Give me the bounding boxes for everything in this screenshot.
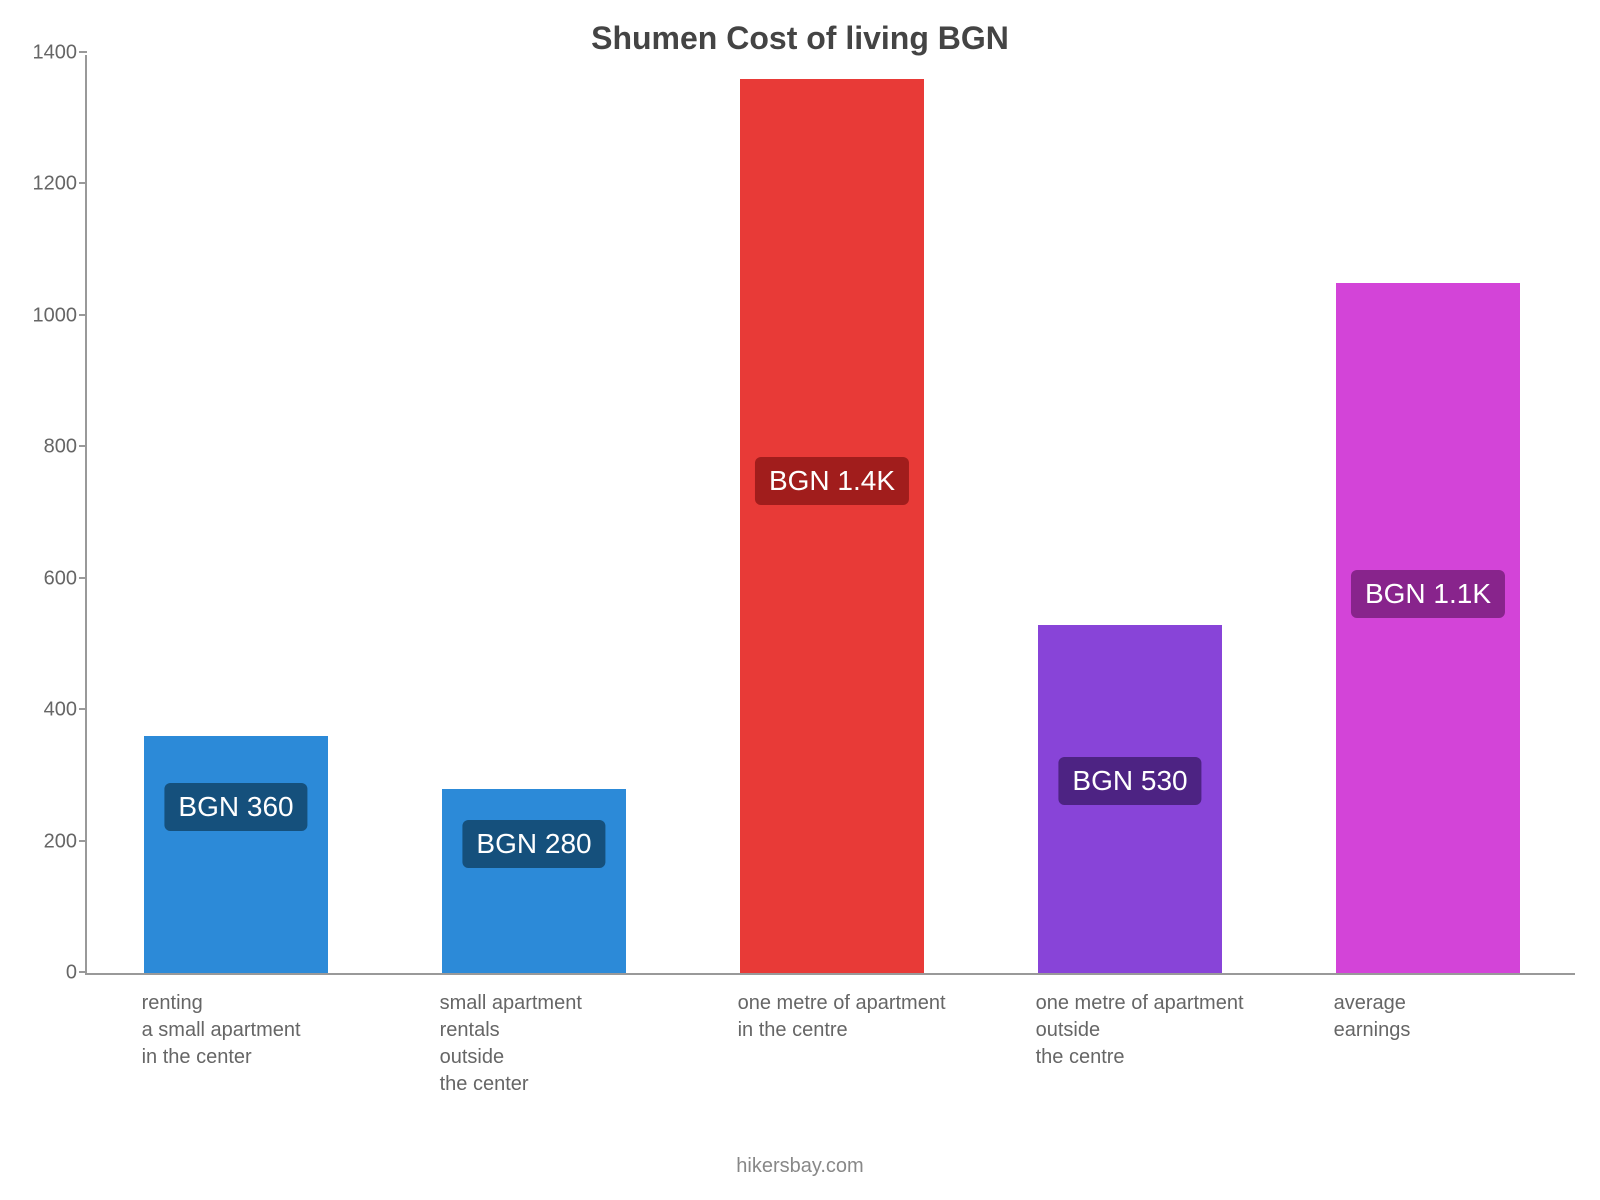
plot-area: 0200400600800100012001400BGN 360BGN 280B… xyxy=(85,55,1575,975)
x-axis-label: one metre of apartment in the centre xyxy=(738,990,1036,1044)
bar xyxy=(144,736,329,973)
bar-value-badge: BGN 530 xyxy=(1058,757,1201,805)
y-tick-label: 1000 xyxy=(27,304,77,327)
chart-footer: hikersbay.com xyxy=(0,1155,1600,1178)
bar-value-badge: BGN 280 xyxy=(462,820,605,868)
y-tick-label: 200 xyxy=(27,830,77,853)
y-tick-mark xyxy=(79,577,87,579)
bar xyxy=(740,79,925,973)
x-axis-label: one metre of apartment outside the centr… xyxy=(1036,990,1334,1071)
y-tick-mark xyxy=(79,445,87,447)
y-tick-mark xyxy=(79,840,87,842)
bar xyxy=(1336,283,1521,973)
bar-value-badge: BGN 1.4K xyxy=(755,457,909,505)
y-tick-label: 400 xyxy=(27,699,77,722)
bar-value-badge: BGN 1.1K xyxy=(1351,570,1505,618)
y-tick-label: 1400 xyxy=(27,42,77,65)
x-axis-label: average earnings xyxy=(1334,990,1600,1044)
bar xyxy=(442,789,627,973)
y-tick-mark xyxy=(79,708,87,710)
y-tick-mark xyxy=(79,51,87,53)
y-tick-label: 800 xyxy=(27,436,77,459)
x-axis-label: renting a small apartment in the center xyxy=(142,990,440,1071)
y-tick-label: 0 xyxy=(27,962,77,985)
chart-title: Shumen Cost of living BGN xyxy=(0,20,1600,57)
bar-value-badge: BGN 360 xyxy=(164,783,307,831)
y-tick-mark xyxy=(79,971,87,973)
y-tick-label: 1200 xyxy=(27,173,77,196)
x-axis-label: small apartment rentals outside the cent… xyxy=(440,990,738,1098)
y-tick-mark xyxy=(79,314,87,316)
y-tick-mark xyxy=(79,182,87,184)
y-tick-label: 600 xyxy=(27,567,77,590)
cost-of-living-chart: Shumen Cost of living BGN 0 200 400 600 800 1… xyxy=(0,0,1600,1200)
